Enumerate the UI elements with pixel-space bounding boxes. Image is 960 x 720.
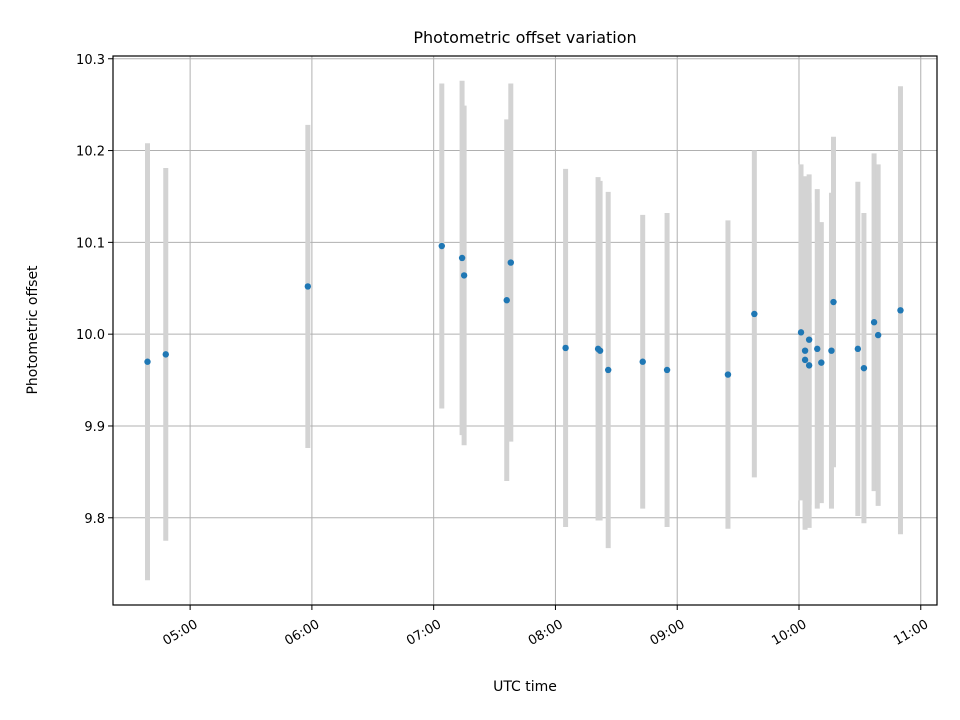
data-point [503,297,510,304]
data-point [874,331,882,339]
data-point [639,358,646,365]
data-point [663,366,671,374]
grid [113,56,937,605]
data-point [897,307,904,314]
y-axis-ticks: 9.8 9.9 10.0 10.1 10.2 10.3 [76,53,113,527]
data-point [854,345,862,353]
data-point [458,254,466,262]
data-point [724,371,732,378]
data-point [870,319,878,326]
plot-frame [112,55,938,606]
data-point [562,344,569,352]
data-point [801,356,809,364]
data-points [144,242,904,378]
data-point [805,362,813,369]
data-point [438,242,445,250]
data-point [605,366,612,374]
data-point [751,310,758,318]
data-point [162,351,169,358]
data-point [304,283,312,290]
y-axis-label: Photometric offset [25,265,41,395]
y-tick-label: 10.2 [76,145,105,160]
data-point [830,298,837,306]
x-axis-label: UTC time [493,679,557,695]
data-point [860,364,868,372]
data-point [507,259,514,266]
data-point [814,345,821,353]
data-point [801,347,809,354]
data-point [460,272,468,279]
data-point [818,359,825,366]
chart-title: Photometric offset variation [413,28,636,47]
data-point [144,358,151,365]
y-tick-label: 10.3 [76,53,105,68]
data-point [797,329,805,336]
data-point [805,336,813,343]
y-tick-label: 9.8 [84,512,105,527]
y-tick-label: 10.1 [76,236,105,251]
data-point [828,347,835,354]
y-tick-label: 10.0 [76,328,105,343]
y-tick-label: 9.9 [84,420,105,435]
data-point [596,347,604,354]
